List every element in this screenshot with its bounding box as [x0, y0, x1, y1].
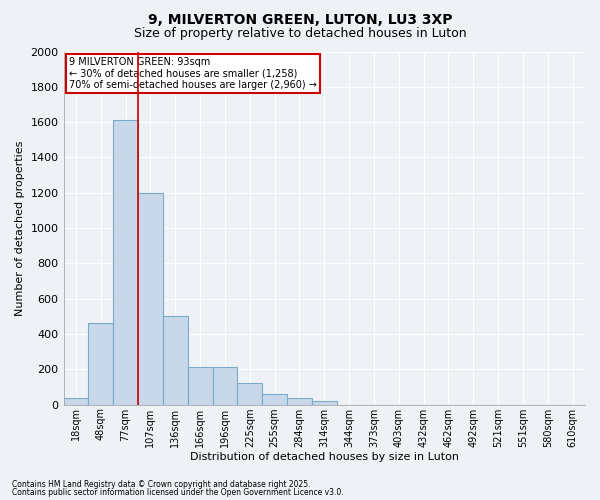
- Bar: [312, 401, 337, 404]
- Bar: [88, 322, 113, 404]
- Bar: [113, 120, 138, 405]
- Bar: [188, 366, 212, 405]
- Text: 9 MILVERTON GREEN: 93sqm
← 30% of detached houses are smaller (1,258)
70% of sem: 9 MILVERTON GREEN: 93sqm ← 30% of detach…: [69, 57, 317, 90]
- Bar: [238, 382, 262, 404]
- Bar: [64, 398, 88, 404]
- Y-axis label: Number of detached properties: Number of detached properties: [15, 140, 25, 316]
- Bar: [287, 398, 312, 404]
- Bar: [163, 316, 188, 404]
- Bar: [212, 366, 238, 405]
- Bar: [262, 394, 287, 404]
- Bar: [138, 193, 163, 404]
- Text: 9, MILVERTON GREEN, LUTON, LU3 3XP: 9, MILVERTON GREEN, LUTON, LU3 3XP: [148, 12, 452, 26]
- X-axis label: Distribution of detached houses by size in Luton: Distribution of detached houses by size …: [190, 452, 459, 462]
- Text: Size of property relative to detached houses in Luton: Size of property relative to detached ho…: [134, 28, 466, 40]
- Text: Contains public sector information licensed under the Open Government Licence v3: Contains public sector information licen…: [12, 488, 344, 497]
- Text: Contains HM Land Registry data © Crown copyright and database right 2025.: Contains HM Land Registry data © Crown c…: [12, 480, 311, 489]
